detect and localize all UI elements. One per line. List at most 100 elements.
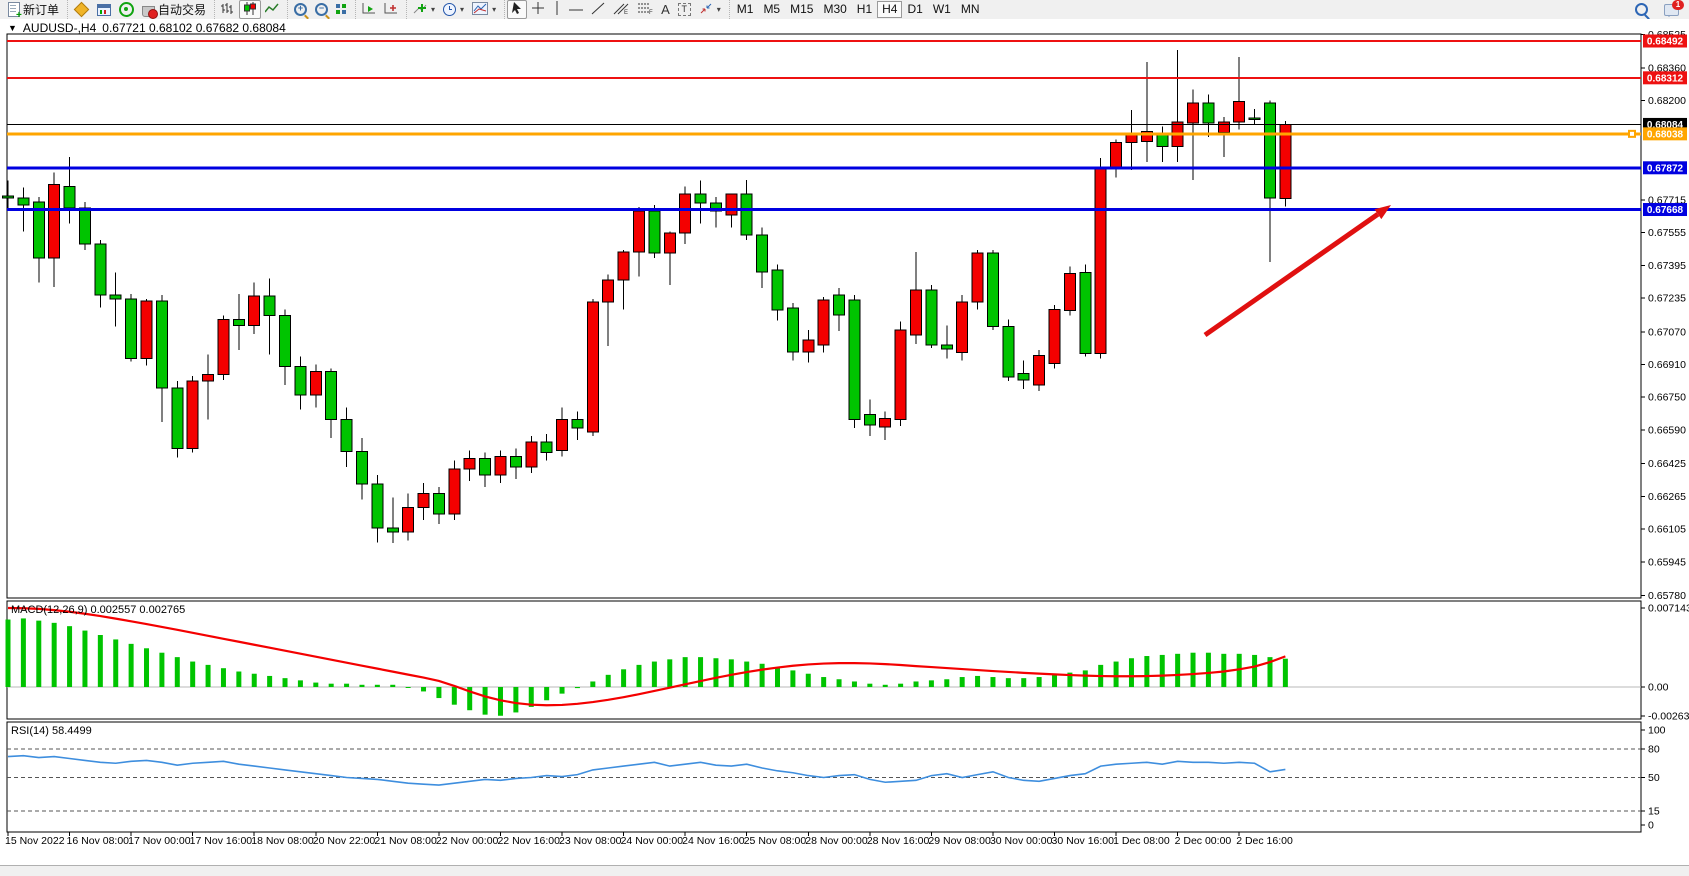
chart-window: ▼ AUDUSD-,H4 0.67721 0.68102 0.67682 0.6…: [0, 19, 1689, 856]
svg-text:0.66910: 0.66910: [1648, 359, 1686, 371]
chevron-down-icon[interactable]: ▾: [460, 5, 464, 14]
status-strip: [0, 865, 1689, 876]
chart-shift-icon: [384, 2, 398, 18]
candlestick-chart-button[interactable]: [239, 0, 261, 19]
period-d1-button[interactable]: D1: [902, 1, 927, 18]
svg-text:28 Nov 00:00: 28 Nov 00:00: [805, 835, 868, 847]
svg-text:-0.002638: -0.002638: [1648, 711, 1689, 723]
notifications-button[interactable]: 1: [1660, 0, 1683, 19]
svg-text:28 Nov 16:00: 28 Nov 16:00: [867, 835, 930, 847]
svg-text:0.68200: 0.68200: [1648, 95, 1686, 107]
chevron-down-icon[interactable]: ▾: [431, 5, 435, 14]
period-m1-button-label: M1: [737, 2, 754, 16]
svg-text:24 Nov 00:00: 24 Nov 00:00: [621, 835, 684, 847]
new-order-icon: +: [8, 2, 20, 17]
svg-text:F: F: [649, 10, 653, 15]
arrows-button[interactable]: ▾: [695, 0, 725, 19]
svg-text:0.66265: 0.66265: [1648, 491, 1686, 503]
label-button[interactable]: T: [674, 0, 695, 19]
svg-text:24 Nov 16:00: 24 Nov 16:00: [682, 835, 745, 847]
price-axis: 0.685250.683600.682000.677150.675550.673…: [1641, 29, 1686, 602]
toolbar-group: M1 M5 M15 M30 H1 H4 D1 W1 MN: [729, 0, 987, 19]
period-m15-button[interactable]: M15: [785, 1, 818, 18]
zoom-in-icon: +: [294, 3, 307, 16]
svg-text:0.68312: 0.68312: [1647, 73, 1684, 84]
period-m1-button[interactable]: M1: [732, 1, 759, 18]
period-w1-button-label: W1: [933, 2, 951, 16]
svg-text:22 Nov 00:00: 22 Nov 00:00: [436, 835, 499, 847]
fibonacci-button[interactable]: F: [633, 0, 657, 19]
period-h4-button[interactable]: H4: [877, 1, 902, 18]
period-m30-button[interactable]: M30: [818, 1, 851, 18]
svg-text:80: 80: [1648, 744, 1660, 756]
charts-window-button[interactable]: [93, 0, 115, 19]
chevron-down-icon[interactable]: ▾: [492, 5, 496, 14]
signals-icon: [119, 2, 134, 17]
charts-window-icon: [97, 4, 111, 16]
svg-text:0.66590: 0.66590: [1648, 424, 1686, 436]
line-chart-button[interactable]: [261, 0, 283, 19]
chat-icon: 1: [1664, 4, 1679, 16]
period-mn-button-label: MN: [961, 2, 980, 16]
templates-button[interactable]: ▾: [468, 0, 500, 19]
toolbar-group: [355, 0, 404, 19]
svg-text:15 Nov 2022: 15 Nov 2022: [5, 835, 65, 847]
svg-text:2 Dec 16:00: 2 Dec 16:00: [1236, 835, 1293, 847]
toolbar-group: +新订单: [2, 0, 65, 19]
channel-button[interactable]: E: [609, 0, 633, 19]
svg-text:30 Nov 16:00: 30 Nov 16:00: [1052, 835, 1115, 847]
indicators-button[interactable]: ▾: [409, 0, 439, 19]
metaeditor-button[interactable]: [70, 0, 93, 19]
line-drag-handle[interactable]: [1629, 131, 1635, 137]
search-icon: [1635, 3, 1648, 16]
chart-canvas[interactable]: 0.685250.683600.682000.677150.675550.673…: [0, 19, 1689, 856]
period-h1-button[interactable]: H1: [852, 1, 877, 18]
new-order-button[interactable]: +新订单: [4, 0, 63, 19]
chevron-down-icon[interactable]: ▾: [717, 5, 721, 14]
signals-button[interactable]: [115, 0, 138, 19]
svg-text:17 Nov 16:00: 17 Nov 16:00: [190, 835, 253, 847]
ohlc-readout: 0.67721 0.68102 0.67682 0.68084: [102, 21, 286, 35]
auto-scroll-button[interactable]: [358, 0, 380, 19]
period-mn-button[interactable]: MN: [956, 1, 985, 18]
period-m30-button-label: M30: [823, 2, 846, 16]
svg-text:0.67872: 0.67872: [1647, 163, 1684, 174]
svg-text:30 Nov 00:00: 30 Nov 00:00: [990, 835, 1053, 847]
autotrading-button-label: 自动交易: [158, 1, 206, 18]
line-chart-icon: [265, 2, 279, 18]
notification-badge: 1: [1672, 0, 1684, 10]
search-button[interactable]: [1631, 0, 1652, 19]
svg-text:0.67395: 0.67395: [1648, 260, 1686, 272]
svg-text:0.67555: 0.67555: [1648, 227, 1686, 239]
chart-shift-button[interactable]: [380, 0, 402, 19]
toolbar-group: ▾ ▾ ▾: [406, 0, 502, 19]
tile-windows-button[interactable]: [332, 0, 351, 19]
svg-text:0.00: 0.00: [1648, 682, 1669, 694]
zoom-out-button[interactable]: −: [311, 0, 332, 19]
zoom-in-button[interactable]: +: [290, 0, 311, 19]
crosshair-button[interactable]: [527, 0, 549, 19]
cursor-button[interactable]: [507, 0, 527, 19]
hline-button[interactable]: [565, 0, 587, 19]
text-button[interactable]: A: [657, 0, 674, 19]
crosshair-icon: [531, 1, 545, 18]
period-m5-button-label: M5: [763, 2, 780, 16]
bar-chart-button[interactable]: [217, 0, 239, 19]
vline-button[interactable]: [549, 0, 565, 19]
autotrading-button[interactable]: 自动交易: [138, 0, 210, 19]
collapse-triangle-icon[interactable]: ▼: [8, 23, 17, 33]
trendline-button[interactable]: [587, 0, 609, 19]
auto-scroll-icon: [362, 2, 376, 18]
period-w1-button[interactable]: W1: [928, 1, 956, 18]
svg-text:23 Nov 08:00: 23 Nov 08:00: [559, 835, 622, 847]
symbol-period-label: AUDUSD-,H4: [23, 21, 96, 35]
period-m5-button[interactable]: M5: [758, 1, 785, 18]
period-h4-button-label: H4: [882, 2, 897, 16]
svg-text:25 Nov 08:00: 25 Nov 08:00: [744, 835, 807, 847]
arrows-icon: [699, 2, 713, 18]
channel-icon: E: [613, 2, 629, 18]
svg-text:0.66425: 0.66425: [1648, 458, 1686, 470]
toolbar-group: 自动交易: [67, 0, 212, 19]
periods-button[interactable]: ▾: [439, 0, 468, 19]
